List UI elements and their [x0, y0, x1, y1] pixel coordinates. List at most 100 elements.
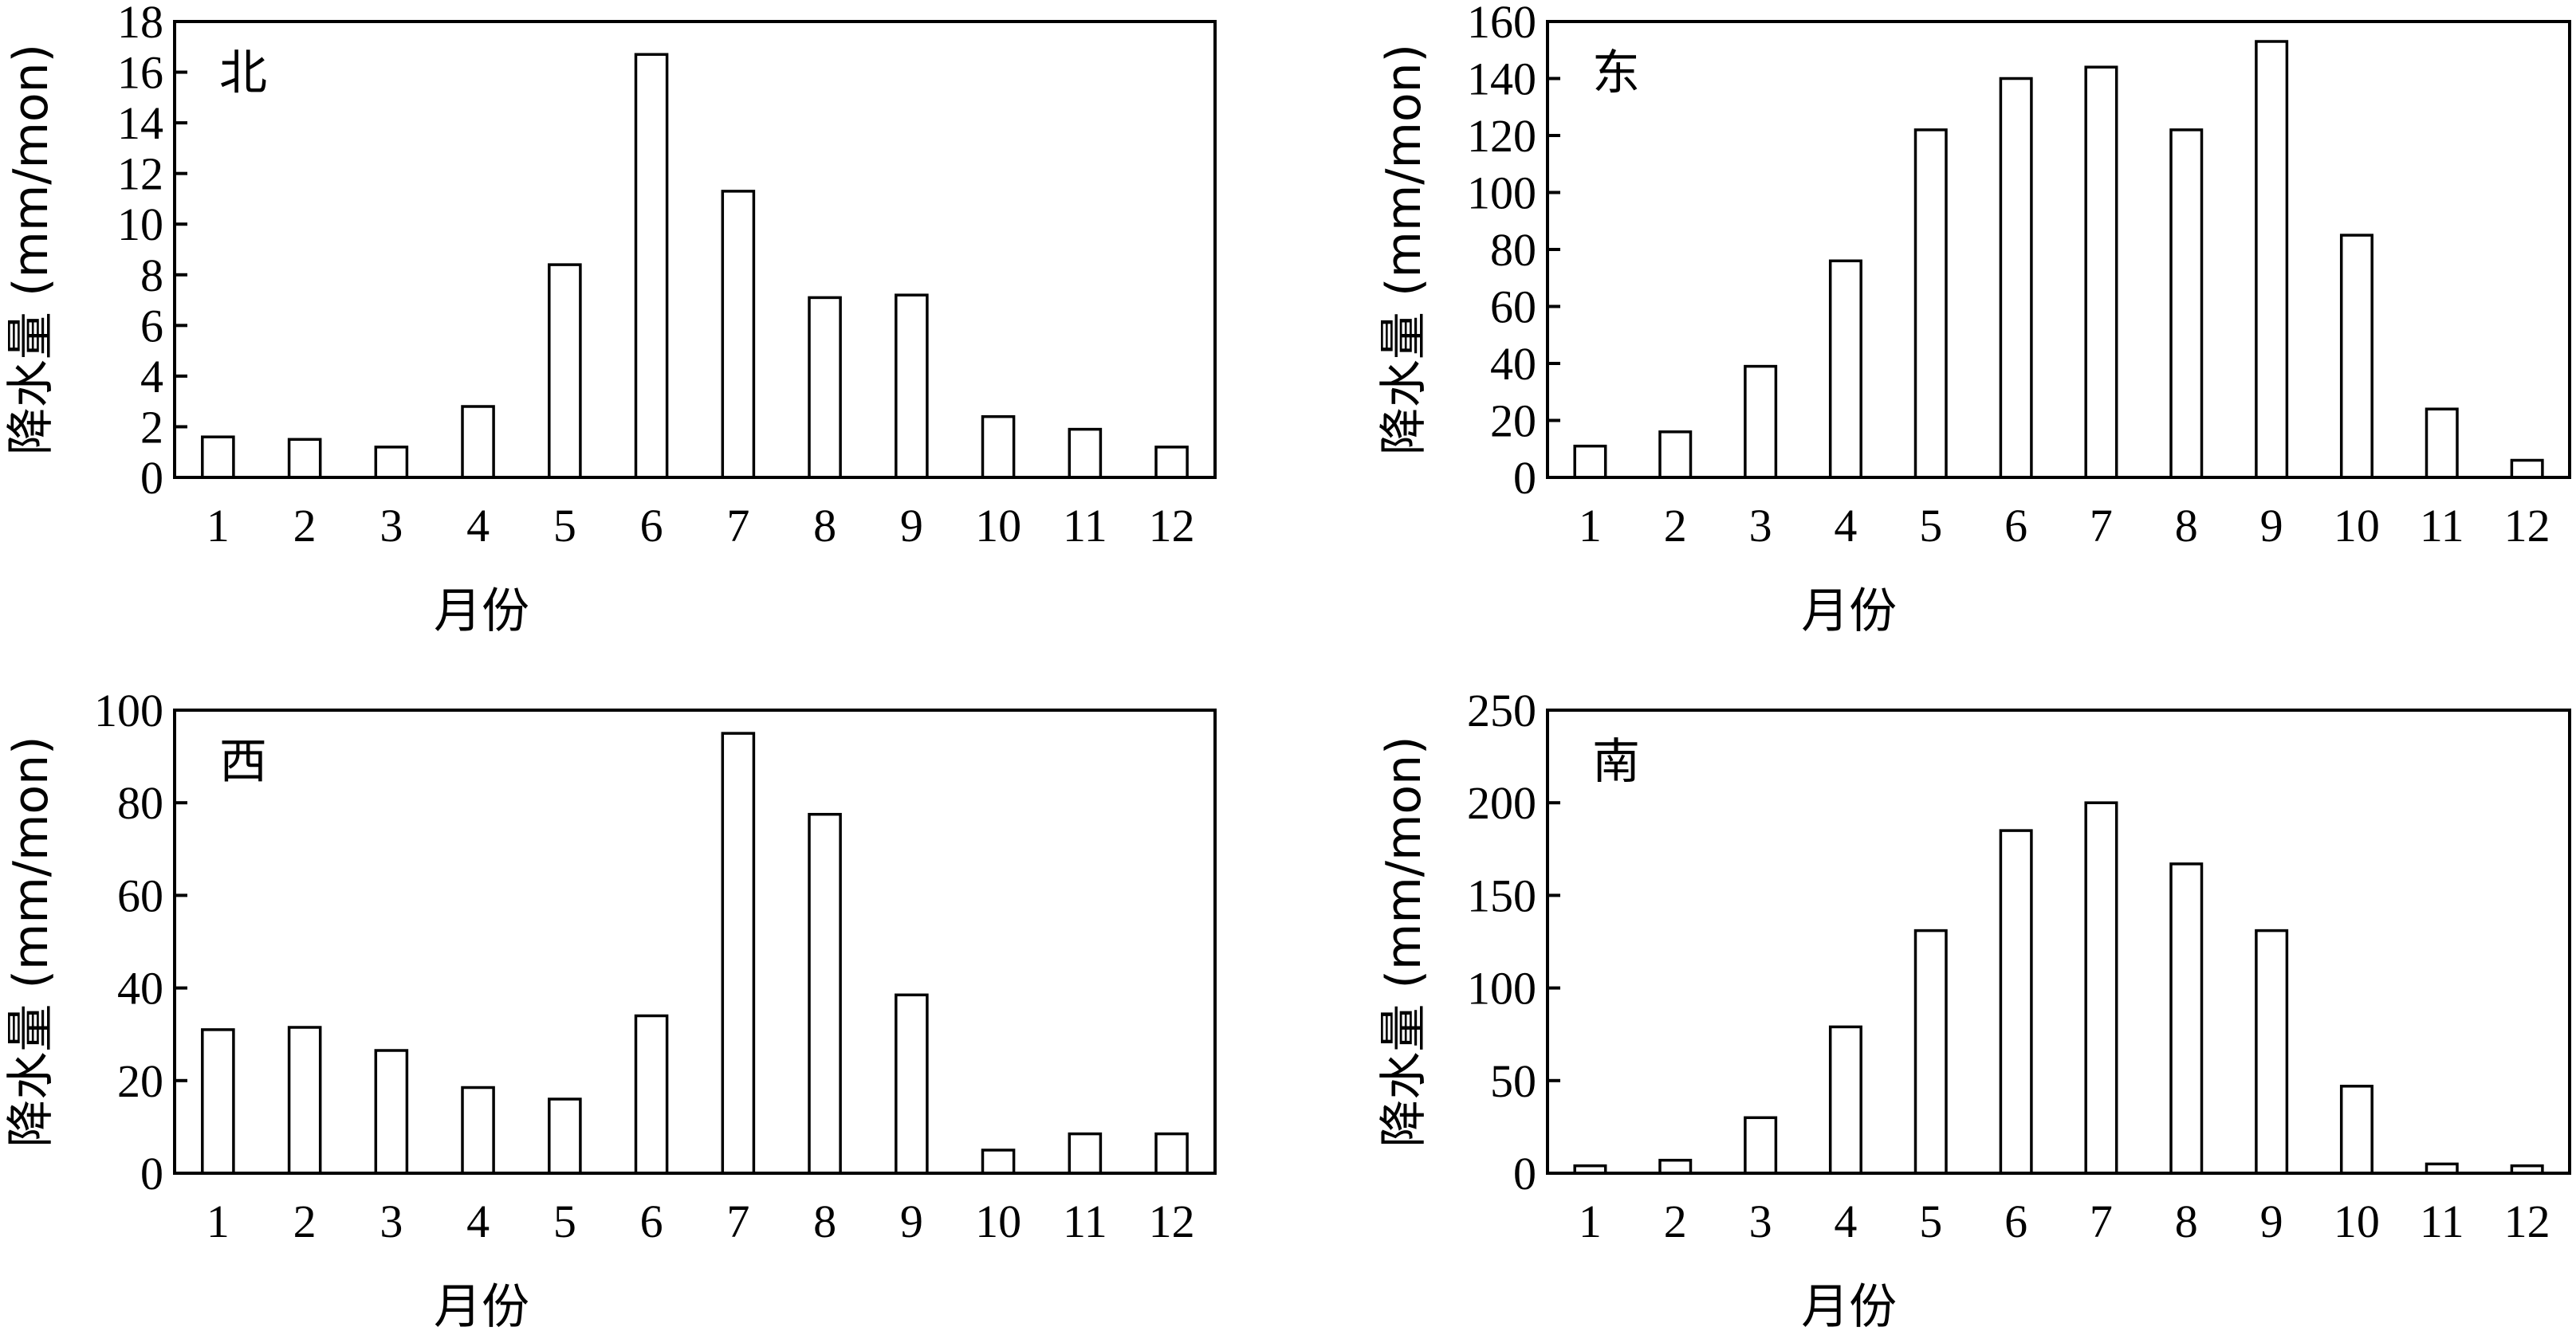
plot-frame	[1546, 709, 2571, 1175]
x-tick-label: 5	[553, 500, 576, 552]
y-tick-label: 20	[117, 1055, 163, 1107]
x-tick-label: 11	[1063, 500, 1107, 552]
y-axis-title: 降水量 (mm/mon)	[1376, 736, 1432, 1147]
x-tick-label: 4	[1834, 1196, 1857, 1247]
y-tick-label: 40	[117, 963, 163, 1015]
x-tick-label: 5	[1919, 500, 1942, 552]
y-tick-label: 100	[1467, 963, 1536, 1015]
y-tick-label: 0	[140, 452, 163, 504]
bar-9	[2255, 40, 2289, 479]
x-tick-label: 6	[2004, 500, 2027, 552]
x-tick-label: 5	[1919, 1196, 1942, 1247]
bar-2	[1658, 1158, 1693, 1175]
y-tick-label: 100	[1467, 167, 1536, 219]
y-tick-label: 250	[1467, 685, 1536, 736]
y-tick-label: 6	[140, 300, 163, 351]
bar-6	[634, 1014, 669, 1175]
x-tick-label: 11	[1063, 1196, 1107, 1247]
bar-7	[2084, 801, 2118, 1175]
x-tick-label: 2	[293, 1196, 317, 1247]
x-tick-label: 2	[1664, 1196, 1687, 1247]
bar-12	[2510, 458, 2544, 479]
y-axis-title: 降水量 (mm/mon)	[3, 736, 59, 1147]
bar-5	[548, 1097, 582, 1175]
x-tick-label: 9	[2260, 500, 2283, 552]
y-tick-label: 4	[140, 351, 163, 402]
bar-10	[981, 414, 1016, 479]
panel-label: 东	[1592, 45, 1640, 101]
x-tick-label: 7	[726, 1196, 749, 1247]
bar-3	[1744, 364, 1778, 479]
bar-12	[1154, 1132, 1189, 1175]
bar-5	[1913, 929, 1948, 1175]
y-tick-label: 160	[1467, 0, 1536, 48]
y-tick-label: 60	[117, 870, 163, 921]
x-tick-label: 8	[2175, 500, 2198, 552]
x-tick-label: 12	[2504, 1196, 2550, 1247]
panel-label: 西	[219, 734, 267, 790]
y-tick-label: 80	[117, 777, 163, 829]
y-tick-label: 0	[140, 1148, 163, 1200]
y-tick-label: 8	[140, 249, 163, 301]
bar-3	[1744, 1116, 1778, 1175]
x-tick-label: 9	[900, 1196, 923, 1247]
x-tick-label: 8	[813, 500, 836, 552]
x-tick-label: 3	[380, 1196, 403, 1247]
y-tick-label: 12	[117, 148, 163, 200]
bar-6	[1999, 77, 2033, 479]
plot-frame	[173, 20, 1217, 479]
x-tick-label: 3	[1749, 500, 1772, 552]
y-tick-label: 16	[117, 47, 163, 99]
x-tick-label: 8	[813, 1196, 836, 1247]
x-tick-label: 12	[1149, 500, 1195, 552]
x-tick-label: 2	[1664, 500, 1687, 552]
y-tick-label: 10	[117, 198, 163, 250]
bar-7	[721, 732, 756, 1175]
y-axis-title: 降水量 (mm/mon)	[1376, 44, 1432, 455]
x-tick-label: 6	[2004, 1196, 2027, 1247]
bar-11	[1068, 427, 1103, 479]
x-tick-label: 4	[1834, 500, 1857, 552]
x-tick-label: 11	[2420, 1196, 2464, 1247]
y-tick-label: 60	[1490, 281, 1536, 333]
bar-11	[1068, 1132, 1103, 1175]
y-tick-label: 100	[94, 685, 163, 736]
bar-6	[634, 53, 669, 479]
y-tick-label: 18	[117, 0, 163, 48]
x-tick-label: 7	[2090, 1196, 2113, 1247]
x-axis-title: 月份	[434, 583, 529, 639]
x-tick-label: 10	[975, 500, 1021, 552]
x-tick-label: 5	[553, 1196, 576, 1247]
bar-6	[1999, 829, 2033, 1175]
bar-12	[1154, 446, 1189, 479]
bar-8	[2169, 128, 2204, 479]
panel-label: 北	[219, 45, 267, 101]
bar-4	[461, 1086, 495, 1175]
y-tick-label: 2	[140, 401, 163, 453]
bar-10	[2339, 1085, 2373, 1175]
bar-9	[895, 993, 929, 1175]
y-tick-label: 80	[1490, 224, 1536, 276]
x-tick-label: 1	[1579, 1196, 1602, 1247]
bar-10	[981, 1148, 1016, 1175]
y-tick-label: 40	[1490, 338, 1536, 390]
y-tick-label: 150	[1467, 870, 1536, 921]
bar-3	[374, 446, 409, 479]
y-tick-label: 200	[1467, 777, 1536, 829]
bar-2	[287, 1026, 322, 1175]
x-tick-label: 4	[466, 500, 490, 552]
x-tick-label: 12	[1149, 1196, 1195, 1247]
bar-10	[2339, 234, 2373, 479]
x-tick-label: 10	[2334, 500, 2380, 552]
bar-4	[461, 405, 495, 479]
bar-4	[1828, 259, 1862, 479]
bar-1	[1573, 444, 1607, 479]
x-tick-label: 1	[206, 1196, 230, 1247]
bar-9	[895, 293, 929, 479]
x-tick-label: 10	[2334, 1196, 2380, 1247]
bar-7	[2084, 65, 2118, 479]
